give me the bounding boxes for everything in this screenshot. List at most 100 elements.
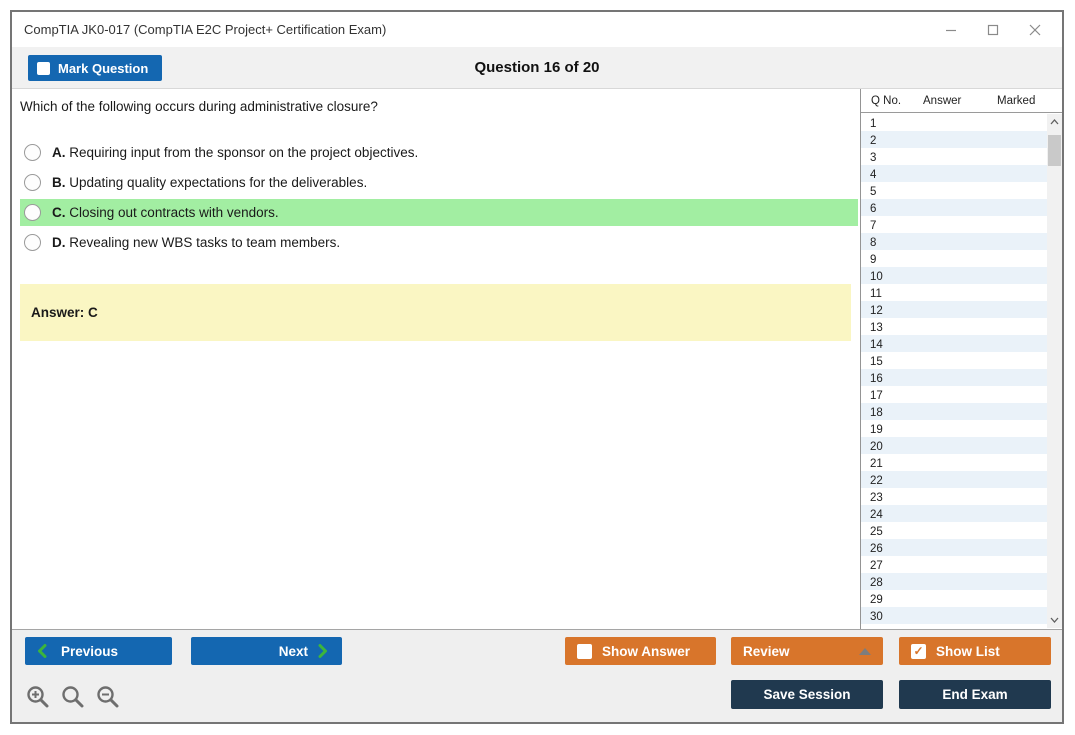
question-list-row[interactable]: 24 bbox=[861, 505, 1047, 522]
option-letter: B. bbox=[52, 175, 66, 190]
question-list-row[interactable]: 16 bbox=[861, 369, 1047, 386]
question-number: 29 bbox=[870, 594, 883, 606]
question-list-row[interactable]: 21 bbox=[861, 454, 1047, 471]
question-number: 6 bbox=[870, 203, 877, 215]
end-exam-label: End Exam bbox=[942, 687, 1008, 702]
column-header-qno: Q No. bbox=[871, 94, 902, 107]
previous-button[interactable]: Previous bbox=[25, 637, 172, 665]
question-number: 11 bbox=[870, 288, 882, 300]
question-number: 27 bbox=[870, 560, 883, 572]
footer-bar: Previous Next Show Answer Review ✓ Show … bbox=[12, 629, 1062, 722]
radio-icon[interactable] bbox=[24, 174, 41, 191]
question-list-scrollbar[interactable] bbox=[1047, 114, 1062, 628]
options-list: A. Requiring input from the sponsor on t… bbox=[20, 139, 858, 259]
question-number: 28 bbox=[870, 577, 883, 589]
question-list-row[interactable]: 28 bbox=[861, 573, 1047, 590]
next-label: Next bbox=[278, 643, 308, 659]
question-counter: Question 16 of 20 bbox=[474, 59, 600, 76]
question-list-header: Q No. Answer Marked bbox=[861, 89, 1062, 113]
radio-icon[interactable] bbox=[24, 144, 41, 161]
option-d[interactable]: D. Revealing new WBS tasks to team membe… bbox=[20, 229, 858, 256]
header-band: Mark Question Question 16 of 20 bbox=[12, 47, 1062, 89]
scrollbar-up-button[interactable] bbox=[1047, 114, 1062, 130]
question-list-row[interactable]: 12 bbox=[861, 301, 1047, 318]
question-list-row[interactable]: 22 bbox=[861, 471, 1047, 488]
option-b[interactable]: B. Updating quality expectations for the… bbox=[20, 169, 858, 196]
minimize-button[interactable] bbox=[930, 15, 972, 45]
save-session-button[interactable]: Save Session bbox=[731, 680, 883, 709]
question-number: 30 bbox=[870, 611, 883, 623]
question-list-row[interactable]: 17 bbox=[861, 386, 1047, 403]
option-text: Updating quality expectations for the de… bbox=[69, 175, 368, 190]
question-list-row[interactable]: 2 bbox=[861, 131, 1047, 148]
option-text: Closing out contracts with vendors. bbox=[69, 205, 279, 220]
show-answer-label: Show Answer bbox=[602, 643, 691, 659]
question-list-row[interactable]: 3 bbox=[861, 148, 1047, 165]
question-list-row[interactable]: 14 bbox=[861, 335, 1047, 352]
question-number: 18 bbox=[870, 407, 883, 419]
question-number: 9 bbox=[870, 254, 877, 266]
show-list-button[interactable]: ✓ Show List bbox=[899, 637, 1051, 665]
magnifier-icon[interactable] bbox=[60, 684, 86, 710]
question-text: Which of the following occurs during adm… bbox=[20, 99, 378, 114]
zoom-in-icon[interactable] bbox=[25, 684, 51, 710]
question-number: 13 bbox=[870, 322, 883, 334]
close-button[interactable] bbox=[1014, 15, 1056, 45]
question-list-row[interactable]: 8 bbox=[861, 233, 1047, 250]
radio-icon[interactable] bbox=[24, 204, 41, 221]
question-number: 26 bbox=[870, 543, 883, 555]
question-list-row[interactable]: 9 bbox=[861, 250, 1047, 267]
triangle-up-icon bbox=[859, 647, 871, 655]
question-list-row[interactable]: 18 bbox=[861, 403, 1047, 420]
maximize-icon bbox=[987, 24, 999, 35]
option-a[interactable]: A. Requiring input from the sponsor on t… bbox=[20, 139, 858, 166]
scrollbar-down-button[interactable] bbox=[1047, 612, 1062, 628]
chevron-left-icon bbox=[38, 644, 47, 658]
question-number: 8 bbox=[870, 237, 877, 249]
chevron-right-icon bbox=[318, 644, 327, 658]
radio-icon[interactable] bbox=[24, 234, 41, 251]
question-number: 12 bbox=[870, 305, 883, 317]
end-exam-button[interactable]: End Exam bbox=[899, 680, 1051, 709]
question-number: 2 bbox=[870, 135, 877, 147]
question-list-row[interactable]: 25 bbox=[861, 522, 1047, 539]
window-title: CompTIA JK0-017 (CompTIA E2C Project+ Ce… bbox=[24, 22, 387, 37]
question-number: 4 bbox=[870, 169, 877, 181]
question-list-row[interactable]: 27 bbox=[861, 556, 1047, 573]
question-list-row[interactable]: 20 bbox=[861, 437, 1047, 454]
title-bar: CompTIA JK0-017 (CompTIA E2C Project+ Ce… bbox=[12, 12, 1062, 47]
question-list-row[interactable]: 10 bbox=[861, 267, 1047, 284]
maximize-button[interactable] bbox=[972, 15, 1014, 45]
question-list-row[interactable]: 29 bbox=[861, 590, 1047, 607]
option-letter: D. bbox=[52, 235, 66, 250]
show-list-label: Show List bbox=[936, 643, 1000, 659]
question-list-row[interactable]: 13 bbox=[861, 318, 1047, 335]
zoom-toolbar bbox=[25, 684, 121, 710]
mark-question-button[interactable]: Mark Question bbox=[28, 55, 163, 81]
question-number: 1 bbox=[870, 118, 877, 130]
question-number: 14 bbox=[870, 339, 883, 351]
option-text: Revealing new WBS tasks to team members. bbox=[69, 235, 341, 250]
question-list-row[interactable]: 30 bbox=[861, 607, 1047, 624]
answer-box: Answer: C bbox=[20, 284, 851, 341]
question-list-row[interactable]: 7 bbox=[861, 216, 1047, 233]
scrollbar-thumb[interactable] bbox=[1048, 135, 1061, 166]
question-list-row[interactable]: 5 bbox=[861, 182, 1047, 199]
question-list-row[interactable]: 4 bbox=[861, 165, 1047, 182]
question-list-row[interactable]: 1 bbox=[861, 114, 1047, 131]
question-list-rows: 1 2 3 4 5 6 7 8 9 10 11 12 13 14 15 16 17 18 19 20 21 22 23 24 2… bbox=[861, 114, 1047, 624]
answer-text: Answer: C bbox=[31, 305, 98, 320]
question-number: 23 bbox=[870, 492, 883, 504]
question-list-row[interactable]: 23 bbox=[861, 488, 1047, 505]
question-list-row[interactable]: 15 bbox=[861, 352, 1047, 369]
question-list-row[interactable]: 11 bbox=[861, 284, 1047, 301]
option-c-highlighted[interactable]: C. Closing out contracts with vendors. bbox=[20, 199, 858, 226]
question-list-row[interactable]: 19 bbox=[861, 420, 1047, 437]
question-list-row[interactable]: 26 bbox=[861, 539, 1047, 556]
question-list-row[interactable]: 6 bbox=[861, 199, 1047, 216]
show-list-checkbox-icon: ✓ bbox=[911, 643, 926, 659]
review-dropdown-button[interactable]: Review bbox=[731, 637, 883, 665]
show-answer-button[interactable]: Show Answer bbox=[565, 637, 716, 665]
next-button[interactable]: Next bbox=[191, 637, 342, 665]
zoom-out-icon[interactable] bbox=[95, 684, 121, 710]
